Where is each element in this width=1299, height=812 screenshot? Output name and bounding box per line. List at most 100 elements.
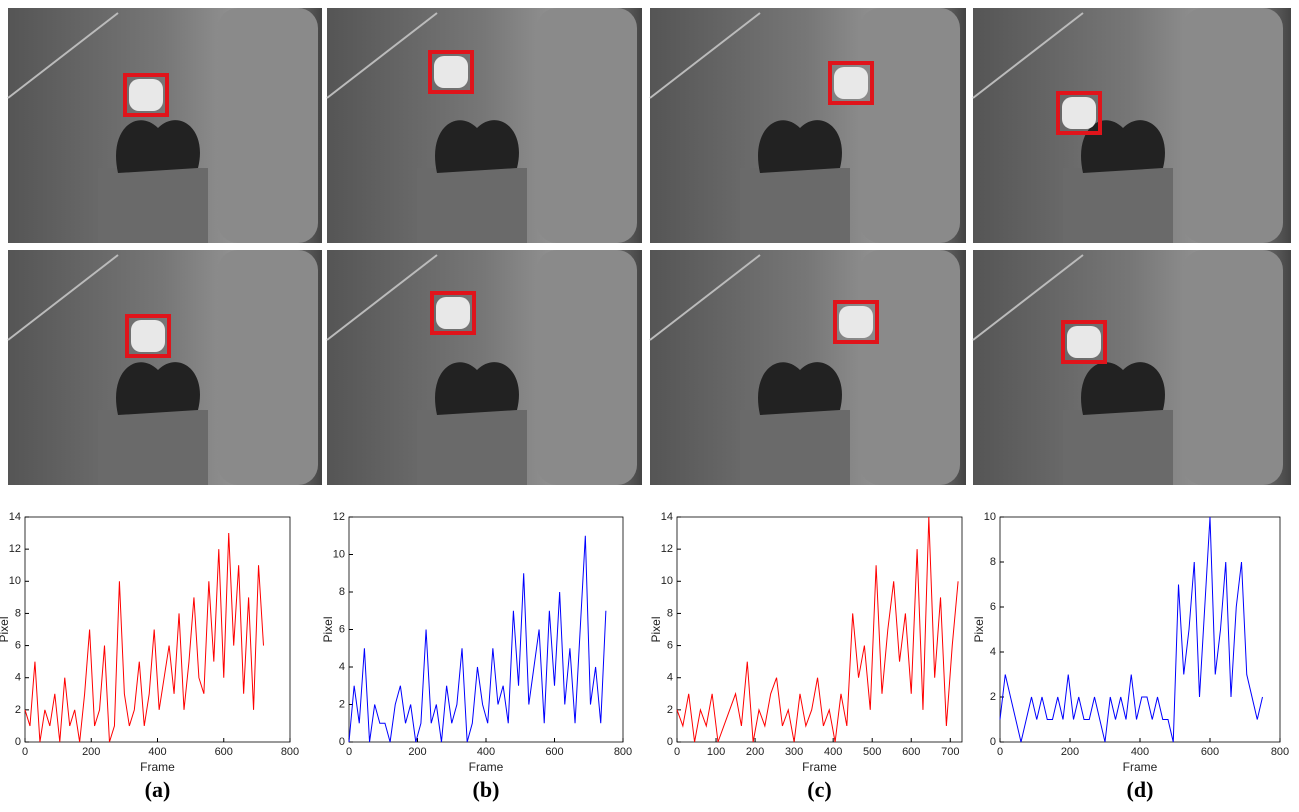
y-tick-label: 0 bbox=[339, 736, 345, 748]
person bbox=[537, 250, 637, 485]
data-line bbox=[24, 533, 264, 743]
tracking-box bbox=[833, 300, 879, 344]
x-tick-label: 200 bbox=[746, 746, 764, 758]
photo bbox=[649, 8, 966, 243]
photo bbox=[7, 250, 322, 485]
x-tick-label: 0 bbox=[346, 746, 352, 758]
x-tick-label: 600 bbox=[215, 746, 233, 758]
plant bbox=[1081, 120, 1165, 173]
photo bbox=[972, 8, 1291, 243]
toy bbox=[1062, 97, 1096, 129]
x-tick-label: 600 bbox=[1201, 746, 1219, 758]
tracking-box bbox=[828, 61, 874, 105]
plant bbox=[435, 362, 519, 415]
y-tick-label: 10 bbox=[333, 548, 345, 560]
lamp-arm bbox=[972, 254, 1084, 341]
y-tick-label: 8 bbox=[990, 556, 996, 568]
panel-label: (b) bbox=[473, 777, 500, 802]
x-tick-label: 400 bbox=[148, 746, 166, 758]
x-tick-label: 700 bbox=[941, 746, 959, 758]
tracking-box bbox=[125, 314, 171, 358]
x-tick-label: 400 bbox=[824, 746, 842, 758]
y-tick-label: 2 bbox=[667, 704, 673, 716]
y-tick-label: 2 bbox=[15, 704, 21, 716]
lamp-arm bbox=[326, 12, 438, 99]
y-tick-label: 10 bbox=[9, 575, 21, 587]
panel-label: (c) bbox=[807, 777, 831, 802]
plant bbox=[1081, 362, 1165, 415]
panel-label: (d) bbox=[1127, 777, 1154, 802]
x-tick-label: 0 bbox=[22, 746, 28, 758]
y-tick-label: 14 bbox=[661, 511, 673, 523]
x-tick-label: 400 bbox=[477, 746, 495, 758]
table bbox=[1063, 410, 1173, 485]
person bbox=[860, 8, 960, 243]
table bbox=[1063, 168, 1173, 243]
y-tick-label: 8 bbox=[339, 586, 345, 598]
y-tick-label: 0 bbox=[990, 736, 996, 748]
person bbox=[218, 8, 318, 243]
y-tick-label: 4 bbox=[990, 646, 996, 658]
lamp-arm bbox=[649, 254, 761, 341]
person bbox=[1183, 8, 1283, 243]
y-tick-label: 12 bbox=[9, 543, 21, 555]
table bbox=[98, 168, 208, 243]
x-axis-label: Frame bbox=[1123, 760, 1158, 774]
data-line bbox=[348, 535, 607, 743]
y-tick-label: 6 bbox=[15, 639, 21, 651]
y-tick-label: 4 bbox=[15, 672, 21, 684]
lamp-arm bbox=[7, 254, 119, 341]
person bbox=[537, 8, 637, 243]
lamp-arm bbox=[7, 12, 119, 99]
table bbox=[417, 410, 527, 485]
photo bbox=[7, 8, 322, 243]
x-tick-label: 600 bbox=[545, 746, 563, 758]
toy bbox=[839, 306, 873, 338]
x-axis-label: Frame bbox=[802, 760, 837, 774]
table bbox=[740, 410, 850, 485]
y-tick-label: 0 bbox=[667, 736, 673, 748]
toy bbox=[834, 67, 868, 99]
x-tick-label: 600 bbox=[902, 746, 920, 758]
y-tick-label: 6 bbox=[339, 623, 345, 635]
y-axis-label: Pixel bbox=[0, 616, 11, 642]
y-tick-label: 0 bbox=[15, 736, 21, 748]
tracking-box bbox=[428, 50, 474, 94]
y-axis-label: Pixel bbox=[321, 616, 335, 642]
person bbox=[860, 250, 960, 485]
y-tick-label: 4 bbox=[339, 661, 345, 673]
plant bbox=[116, 362, 200, 415]
photo bbox=[326, 250, 642, 485]
toy bbox=[1067, 326, 1101, 358]
toy bbox=[129, 79, 163, 111]
y-tick-label: 14 bbox=[9, 511, 21, 523]
photo bbox=[326, 8, 642, 243]
x-tick-label: 300 bbox=[785, 746, 803, 758]
tracking-box bbox=[1061, 320, 1107, 364]
data-line bbox=[999, 516, 1263, 743]
table bbox=[417, 168, 527, 243]
x-tick-label: 200 bbox=[82, 746, 100, 758]
data-line bbox=[676, 516, 959, 743]
x-tick-label: 800 bbox=[281, 746, 299, 758]
y-tick-label: 2 bbox=[990, 691, 996, 703]
x-tick-label: 500 bbox=[863, 746, 881, 758]
plant bbox=[116, 120, 200, 173]
toy bbox=[436, 297, 470, 329]
plot-area bbox=[348, 516, 624, 743]
y-tick-label: 4 bbox=[667, 672, 673, 684]
x-tick-label: 0 bbox=[674, 746, 680, 758]
panel-label: (a) bbox=[145, 777, 171, 802]
table bbox=[740, 168, 850, 243]
photo bbox=[972, 250, 1291, 485]
x-tick-label: 400 bbox=[1131, 746, 1149, 758]
table bbox=[98, 410, 208, 485]
plant bbox=[758, 362, 842, 415]
y-tick-label: 10 bbox=[661, 575, 673, 587]
lamp-arm bbox=[326, 254, 438, 341]
x-tick-label: 200 bbox=[408, 746, 426, 758]
plot-area bbox=[676, 516, 963, 743]
x-tick-label: 800 bbox=[614, 746, 632, 758]
toy bbox=[131, 320, 165, 352]
